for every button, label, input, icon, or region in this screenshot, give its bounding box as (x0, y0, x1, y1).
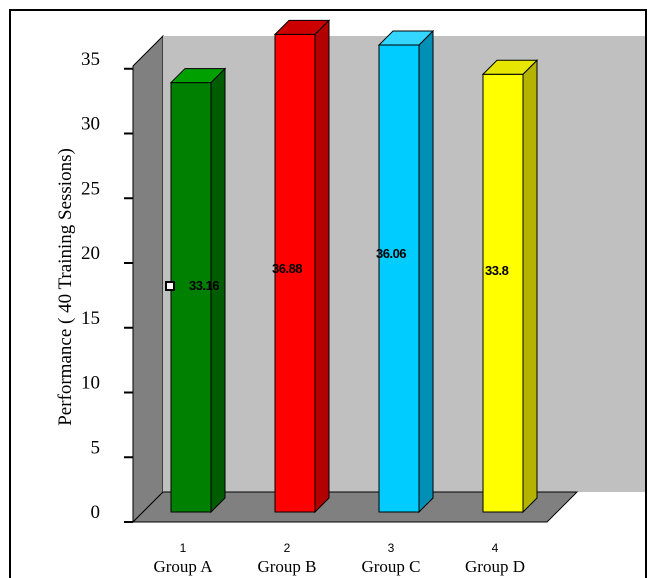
x-tick-number: 4 (492, 541, 499, 555)
bar-top (169, 68, 227, 84)
x-tick-number: 2 (284, 541, 291, 555)
x-tick-label: Group B (257, 557, 316, 576)
x-tick-label: Group D (465, 557, 525, 576)
y-tick-label: 20 (81, 243, 100, 264)
bar-1: 33.16 (169, 67, 227, 514)
bar-top (273, 19, 331, 35)
bar-data-label: 36.88 (272, 261, 302, 276)
bar-side (522, 59, 538, 514)
y-tick-label: 0 (91, 502, 101, 523)
y-tick-label: 25 (81, 178, 100, 199)
bar-top (481, 59, 539, 75)
y-tick-label: 15 (81, 308, 100, 329)
chart-side-wall (132, 34, 164, 524)
y-tick-label: 35 (81, 49, 100, 70)
chart-floor (131, 491, 579, 523)
x-tick-label: Group A (153, 557, 213, 576)
selection-handle-icon (165, 281, 175, 291)
bar-data-label: 33.8 (485, 263, 509, 278)
y-tick-label: 30 (81, 114, 100, 135)
bar-side (418, 29, 434, 514)
bar-front (378, 44, 420, 513)
x-tick-number: 3 (388, 541, 395, 555)
bar-4: 33.8 (481, 59, 539, 514)
x-axis-labels: 1 Group A 2 Group B 3 Group C 4 Group D (153, 541, 525, 576)
y-axis-ticks: 0 5 10 15 20 25 30 35 (81, 49, 133, 523)
bar-top (377, 30, 435, 46)
bar-side (314, 19, 330, 514)
bar-data-label: 36.06 (376, 246, 406, 261)
y-axis-label: Performance ( 40 Training Sessions) (55, 148, 76, 426)
x-tick-number: 1 (180, 541, 187, 555)
bar-front (170, 82, 212, 513)
bar-front (482, 73, 524, 513)
bars-group: 33.16 36.88 36.06 33.8 (169, 19, 539, 514)
y-tick-label: 5 (91, 437, 101, 458)
bar-data-label: 33.16 (189, 278, 219, 293)
bar-3: 36.06 (376, 29, 435, 514)
x-tick-label: Group C (361, 557, 420, 576)
bar-2: 36.88 (272, 19, 331, 514)
y-tick-label: 10 (81, 373, 100, 394)
